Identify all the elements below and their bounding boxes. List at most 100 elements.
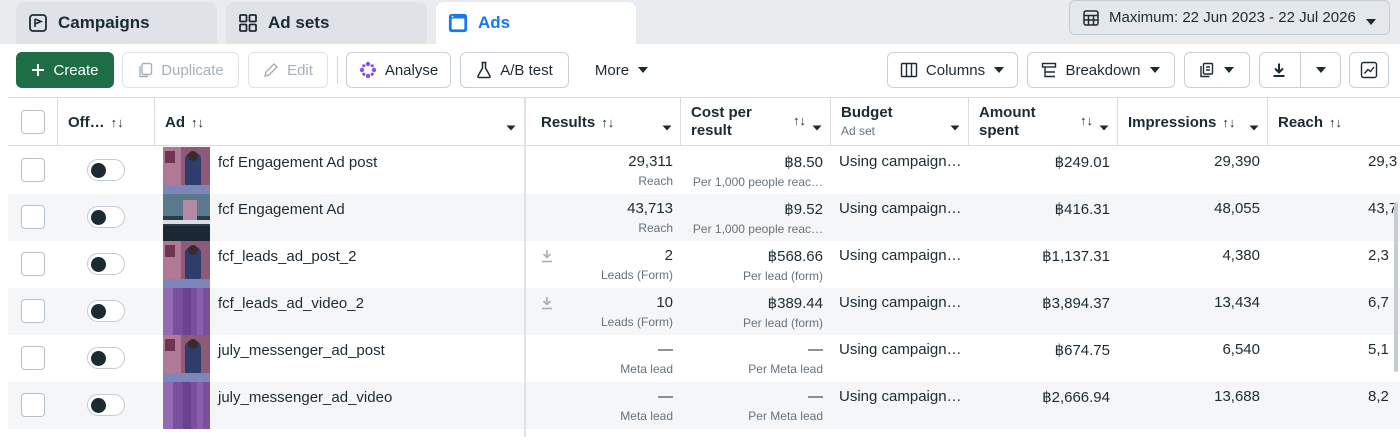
results-value: 10	[656, 294, 673, 311]
grid-icon	[238, 13, 258, 33]
select-all-checkbox[interactable]	[21, 110, 45, 134]
charts-button[interactable]	[1349, 52, 1389, 88]
column-header-amount-spent[interactable]: Amount spent ↑↓	[969, 98, 1118, 146]
row-checkbox[interactable]	[21, 346, 45, 370]
chevron-down-icon	[662, 118, 672, 135]
row-checkbox[interactable]	[21, 158, 45, 182]
date-range-picker[interactable]: Maximum: 22 Jun 2023 - 22 Jul 2026	[1069, 0, 1390, 35]
budget-cell: Using campaign…	[839, 194, 971, 241]
budget-cell: Using campaign…	[839, 147, 971, 194]
breakdown-icon	[1041, 62, 1057, 78]
toggle-knob	[91, 163, 106, 178]
report-pages-icon	[1199, 62, 1215, 78]
results-sub: Reach	[638, 174, 673, 188]
ad-toggle[interactable]	[87, 253, 125, 275]
column-header-ad[interactable]: Ad ↑↓	[155, 98, 525, 146]
cost-value: ฿9.52	[784, 201, 823, 218]
tab-ad-sets[interactable]: Ad sets	[226, 2, 427, 44]
reports-button[interactable]	[1184, 52, 1250, 88]
results-sub: Leads (Form)	[600, 268, 673, 282]
impressions-value: 4,380	[1222, 247, 1260, 264]
amount-spent-value: ฿674.75	[1054, 342, 1110, 359]
tab-ads[interactable]: Ads	[436, 2, 636, 44]
analyse-button[interactable]: Analyse	[346, 52, 451, 88]
sort-icon: ↑↓	[1329, 114, 1343, 130]
chevron-down-icon	[993, 66, 1005, 74]
flask-icon	[476, 61, 492, 79]
ad-name[interactable]: fcf_leads_ad_video_2	[218, 295, 364, 312]
create-button[interactable]: Create	[16, 52, 114, 88]
column-header-off-on[interactable]: Off… ↑↓	[58, 98, 155, 146]
breakdown-label: Breakdown	[1065, 61, 1141, 79]
table-row[interactable]: fcf Engagement Ad 43,713 Reach ฿9.52 Per 1,0…	[8, 194, 1400, 241]
column-header-reach[interactable]: Reach ↑↓	[1268, 98, 1400, 146]
ab-test-button[interactable]: A/B test	[460, 52, 569, 88]
reach-cell: 6,7	[1368, 288, 1400, 335]
chevron-down-icon	[506, 118, 516, 135]
ad-toggle[interactable]	[87, 206, 125, 228]
sparkle-analyse-icon	[359, 61, 377, 79]
table-row[interactable]: fcf_leads_ad_post_2 2 Leads (Form) ฿568.66 P…	[8, 241, 1400, 288]
results-cell: — Meta lead	[531, 382, 681, 429]
column-header-results[interactable]: Results ↑↓	[531, 98, 681, 146]
cost-sub: Per Meta lead	[748, 362, 823, 376]
row-checkbox[interactable]	[21, 252, 45, 276]
table-row[interactable]: fcf_leads_ad_video_2 10 Leads (Form) ฿389.4…	[8, 288, 1400, 335]
sort-icon: ↑↓	[1222, 114, 1236, 130]
row-checkbox[interactable]	[21, 299, 45, 323]
ad-name[interactable]: fcf Engagement Ad	[218, 201, 345, 218]
ad-toggle[interactable]	[87, 347, 125, 369]
cost-value: —	[808, 388, 823, 405]
columns-button[interactable]: Columns	[887, 52, 1018, 88]
sort-icon: ↑↓	[191, 114, 204, 130]
ad-name[interactable]: july_messenger_ad_video	[218, 389, 393, 406]
tab-campaigns[interactable]: Campaigns	[16, 2, 217, 44]
table-row[interactable]: july_messenger_ad_post — Meta lead — Per Met…	[8, 335, 1400, 382]
chevron-down-icon	[1315, 66, 1327, 74]
ad-toggle[interactable]	[87, 394, 125, 416]
more-button[interactable]: More	[582, 52, 662, 88]
results-cell: — Meta lead	[531, 335, 681, 382]
cost-cell: ฿568.66 Per lead (form)	[681, 241, 831, 288]
duplicate-button[interactable]: Duplicate	[122, 52, 239, 88]
ab-test-label: A/B test	[500, 61, 553, 79]
ad-toggle[interactable]	[87, 300, 125, 322]
ad-name[interactable]: fcf Engagement Ad post	[218, 154, 378, 171]
table-row[interactable]: fcf Engagement Ad post 29,311 Reach ฿8.50 Pe…	[8, 147, 1400, 194]
cost-value: ฿568.66	[767, 248, 823, 265]
budget-value: Using campaign…	[839, 294, 962, 311]
vertical-scrollbar[interactable]	[1394, 202, 1398, 372]
table-row[interactable]: july_messenger_ad_video — Meta lead — Per Me…	[8, 382, 1400, 429]
tab-ad-sets-label: Ad sets	[268, 13, 330, 32]
breakdown-button[interactable]: Breakdown	[1027, 52, 1175, 88]
reach-header-label: Reach	[1278, 113, 1324, 131]
impressions-value: 29,390	[1214, 153, 1260, 170]
amount-spent-cell: ฿249.01	[969, 147, 1118, 194]
cost-value: —	[808, 341, 823, 358]
results-cell: 10 Leads (Form)	[531, 288, 681, 335]
chevron-down-icon	[1223, 66, 1235, 74]
column-header-impressions[interactable]: Impressions ↑↓	[1118, 98, 1268, 146]
cost-cell: — Per Meta lead	[681, 382, 831, 429]
column-header-cost-per-result[interactable]: Cost per result ↑↓	[681, 98, 831, 146]
budget-value: Using campaign…	[839, 200, 962, 217]
cost-sub: Per 1,000 people reac…	[692, 222, 823, 236]
tab-bar: Campaigns Ad sets Ads Maximum: 22 Jun 20…	[0, 0, 1400, 44]
export-button[interactable]	[1259, 52, 1341, 88]
ad-name[interactable]: july_messenger_ad_post	[218, 342, 385, 359]
ad-thumbnail	[163, 241, 210, 288]
results-value: 43,713	[627, 200, 673, 217]
results-sub: Meta lead	[620, 362, 673, 376]
ad-name[interactable]: fcf_leads_ad_post_2	[218, 248, 357, 265]
amount-spent-value: ฿1,137.31	[1042, 248, 1110, 265]
edit-button[interactable]: Edit	[248, 52, 328, 88]
budget-cell: Using campaign…	[839, 382, 971, 429]
pencil-icon	[263, 62, 279, 78]
row-checkbox[interactable]	[21, 393, 45, 417]
amount-spent-value: ฿3,894.37	[1042, 295, 1110, 312]
row-checkbox[interactable]	[21, 205, 45, 229]
chevron-down-icon	[1099, 118, 1109, 136]
column-header-budget[interactable]: Budget Ad set	[831, 98, 969, 146]
ad-toggle[interactable]	[87, 159, 125, 181]
duplicate-icon	[137, 62, 153, 78]
